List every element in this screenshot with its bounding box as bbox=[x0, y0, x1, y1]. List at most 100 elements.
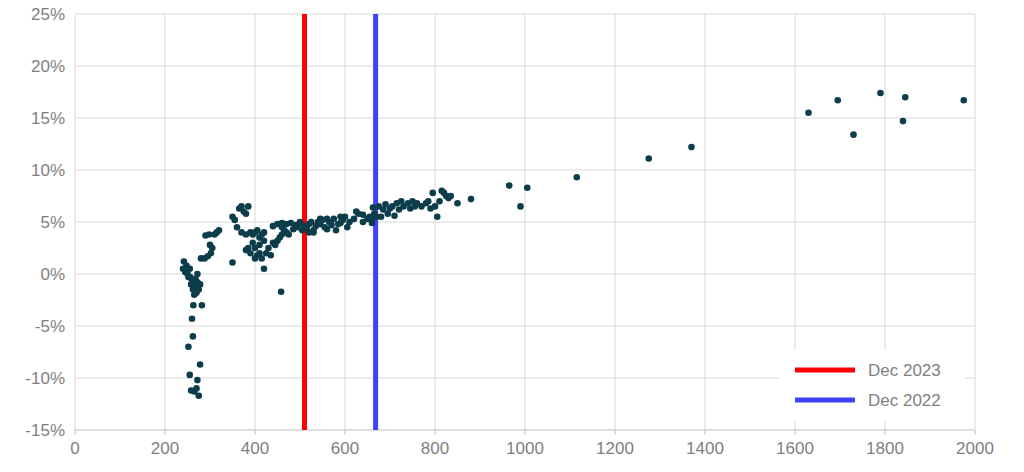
scatter-point bbox=[506, 182, 513, 189]
scatter-point bbox=[333, 227, 340, 234]
scatter-point bbox=[194, 377, 201, 384]
y-tick-label: 25% bbox=[31, 5, 65, 24]
scatter-point bbox=[330, 216, 337, 223]
scatter-point bbox=[193, 289, 200, 296]
scatter-point bbox=[279, 224, 286, 231]
legend-swatch bbox=[795, 398, 855, 403]
y-tick-label: -5% bbox=[35, 317, 65, 336]
x-tick-label: 1400 bbox=[686, 439, 724, 458]
x-tick-label: 1000 bbox=[506, 439, 544, 458]
scatter-point bbox=[261, 237, 268, 244]
scatter-point bbox=[245, 203, 252, 210]
scatter-point bbox=[436, 198, 443, 205]
y-tick-label: 5% bbox=[40, 213, 65, 232]
scatter-point bbox=[197, 361, 204, 368]
scatter-point bbox=[191, 279, 198, 286]
scatter-point bbox=[208, 250, 215, 257]
x-tick-label: 0 bbox=[70, 439, 79, 458]
x-grid-line bbox=[525, 14, 526, 430]
scatter-point bbox=[265, 245, 272, 252]
scatter-point bbox=[283, 229, 290, 236]
scatter-point bbox=[850, 131, 857, 138]
y-tick-label: 10% bbox=[31, 161, 65, 180]
scatter-point bbox=[573, 174, 580, 181]
legend: Dec 2023 Dec 2022 bbox=[780, 350, 965, 420]
x-grid-line bbox=[75, 14, 76, 430]
x-tick-label: 600 bbox=[331, 439, 359, 458]
x-grid-line bbox=[705, 14, 706, 430]
x-tick-mark bbox=[705, 430, 706, 435]
x-grid-line bbox=[435, 14, 436, 430]
x-tick-label: 1600 bbox=[776, 439, 814, 458]
scatter-point bbox=[182, 267, 189, 274]
x-tick-mark bbox=[975, 430, 976, 435]
scatter-point bbox=[834, 97, 841, 104]
x-tick-mark bbox=[885, 430, 886, 435]
x-tick-label: 200 bbox=[151, 439, 179, 458]
x-tick-label: 800 bbox=[421, 439, 449, 458]
scatter-point bbox=[194, 271, 201, 278]
scatter-point bbox=[201, 255, 208, 262]
scatter-point bbox=[261, 229, 268, 236]
legend-label: Dec 2022 bbox=[868, 391, 941, 410]
x-grid-line bbox=[615, 14, 616, 430]
x-tick-label: 2000 bbox=[956, 439, 994, 458]
scatter-point bbox=[468, 196, 475, 203]
scatter-point bbox=[187, 274, 194, 281]
scatter-point bbox=[258, 255, 265, 262]
grid bbox=[75, 14, 975, 435]
scatter-point bbox=[261, 266, 268, 273]
scatter-point bbox=[391, 212, 398, 219]
scatter-point bbox=[189, 315, 196, 322]
x-grid-line bbox=[255, 14, 256, 430]
scatter-point bbox=[306, 229, 313, 236]
scatter-point bbox=[351, 216, 358, 223]
scatter-point bbox=[429, 190, 436, 197]
scatter-point bbox=[960, 97, 967, 104]
scatter-point bbox=[216, 227, 223, 234]
scatter-point bbox=[231, 217, 238, 224]
scatter-point bbox=[229, 259, 236, 266]
y-tick-label: -10% bbox=[25, 369, 65, 388]
scatter-point bbox=[267, 252, 274, 259]
scatter-point bbox=[877, 90, 884, 97]
scatter-point bbox=[369, 217, 376, 224]
x-grid-line bbox=[975, 14, 976, 430]
scatter-point bbox=[188, 387, 195, 394]
legend-label: Dec 2023 bbox=[868, 361, 941, 380]
scatter-point bbox=[805, 110, 812, 117]
scatter-point bbox=[324, 226, 331, 233]
x-grid-line bbox=[165, 14, 166, 430]
scatter-point bbox=[297, 219, 304, 226]
x-tick-mark bbox=[75, 430, 76, 435]
x-tick-mark bbox=[345, 430, 346, 435]
y-tick-label: -15% bbox=[25, 421, 65, 440]
x-tick-mark bbox=[435, 430, 436, 435]
scatter-point bbox=[454, 200, 461, 207]
tick-labels: -15%-10%-5%0%5%10%15%20%25%0200400600800… bbox=[25, 5, 994, 458]
legend-background bbox=[780, 350, 965, 420]
scatter-point bbox=[199, 302, 206, 309]
y-tick-label: 20% bbox=[31, 57, 65, 76]
scatter-point bbox=[447, 193, 454, 200]
chart: -15%-10%-5%0%5%10%15%20%25%0200400600800… bbox=[0, 0, 1024, 472]
scatter-point bbox=[234, 224, 241, 231]
scatter-point bbox=[902, 94, 909, 101]
scatter-point bbox=[900, 118, 907, 125]
scatter-point bbox=[432, 203, 439, 210]
x-tick-label: 1200 bbox=[596, 439, 634, 458]
x-tick-mark bbox=[255, 430, 256, 435]
scatter-point bbox=[370, 204, 377, 211]
scatter-point bbox=[317, 216, 324, 223]
scatter-point bbox=[337, 220, 344, 227]
scatter-point bbox=[378, 214, 385, 221]
scatter-point bbox=[688, 144, 695, 151]
scatter-point bbox=[434, 214, 441, 221]
scatter-point bbox=[247, 250, 254, 257]
scatter-point bbox=[278, 288, 285, 295]
scatter-point bbox=[185, 344, 192, 351]
scatter-point bbox=[186, 372, 193, 379]
x-tick-label: 400 bbox=[241, 439, 269, 458]
x-tick-mark bbox=[615, 430, 616, 435]
scatter-point bbox=[645, 155, 652, 162]
